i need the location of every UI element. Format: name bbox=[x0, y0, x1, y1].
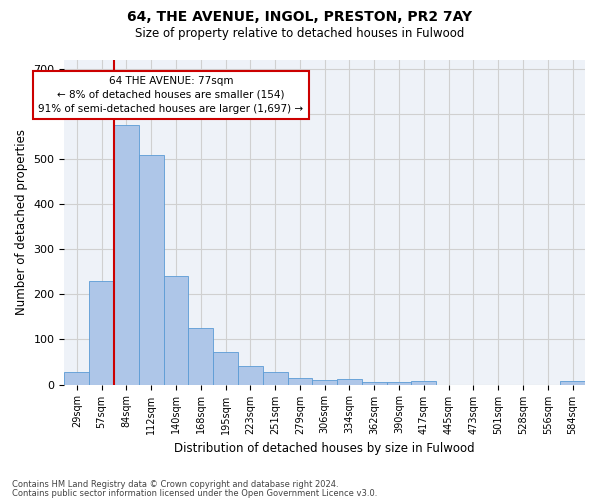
Bar bbox=[362, 382, 386, 384]
Bar bbox=[139, 154, 164, 384]
Text: Contains HM Land Registry data © Crown copyright and database right 2024.: Contains HM Land Registry data © Crown c… bbox=[12, 480, 338, 489]
Bar bbox=[164, 276, 188, 384]
Bar bbox=[560, 382, 585, 384]
Text: 64 THE AVENUE: 77sqm
← 8% of detached houses are smaller (154)
91% of semi-detac: 64 THE AVENUE: 77sqm ← 8% of detached ho… bbox=[38, 76, 304, 114]
Bar bbox=[213, 352, 238, 384]
Bar bbox=[64, 372, 89, 384]
Bar bbox=[313, 380, 337, 384]
Bar bbox=[238, 366, 263, 384]
Bar bbox=[386, 382, 412, 384]
Bar bbox=[412, 382, 436, 384]
Text: Contains public sector information licensed under the Open Government Licence v3: Contains public sector information licen… bbox=[12, 489, 377, 498]
Bar bbox=[263, 372, 287, 384]
Bar bbox=[337, 379, 362, 384]
Text: 64, THE AVENUE, INGOL, PRESTON, PR2 7AY: 64, THE AVENUE, INGOL, PRESTON, PR2 7AY bbox=[127, 10, 473, 24]
Bar bbox=[287, 378, 313, 384]
Y-axis label: Number of detached properties: Number of detached properties bbox=[15, 130, 28, 316]
Bar bbox=[89, 281, 114, 384]
Bar bbox=[114, 126, 139, 384]
Text: Size of property relative to detached houses in Fulwood: Size of property relative to detached ho… bbox=[136, 28, 464, 40]
Bar bbox=[188, 328, 213, 384]
X-axis label: Distribution of detached houses by size in Fulwood: Distribution of detached houses by size … bbox=[175, 442, 475, 455]
